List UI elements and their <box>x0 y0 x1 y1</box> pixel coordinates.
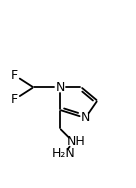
Text: N: N <box>55 81 65 94</box>
Text: F: F <box>11 69 18 82</box>
Text: F: F <box>11 93 18 106</box>
Text: NH: NH <box>67 136 85 149</box>
Text: H₂N: H₂N <box>52 147 76 160</box>
Text: N: N <box>81 111 90 124</box>
